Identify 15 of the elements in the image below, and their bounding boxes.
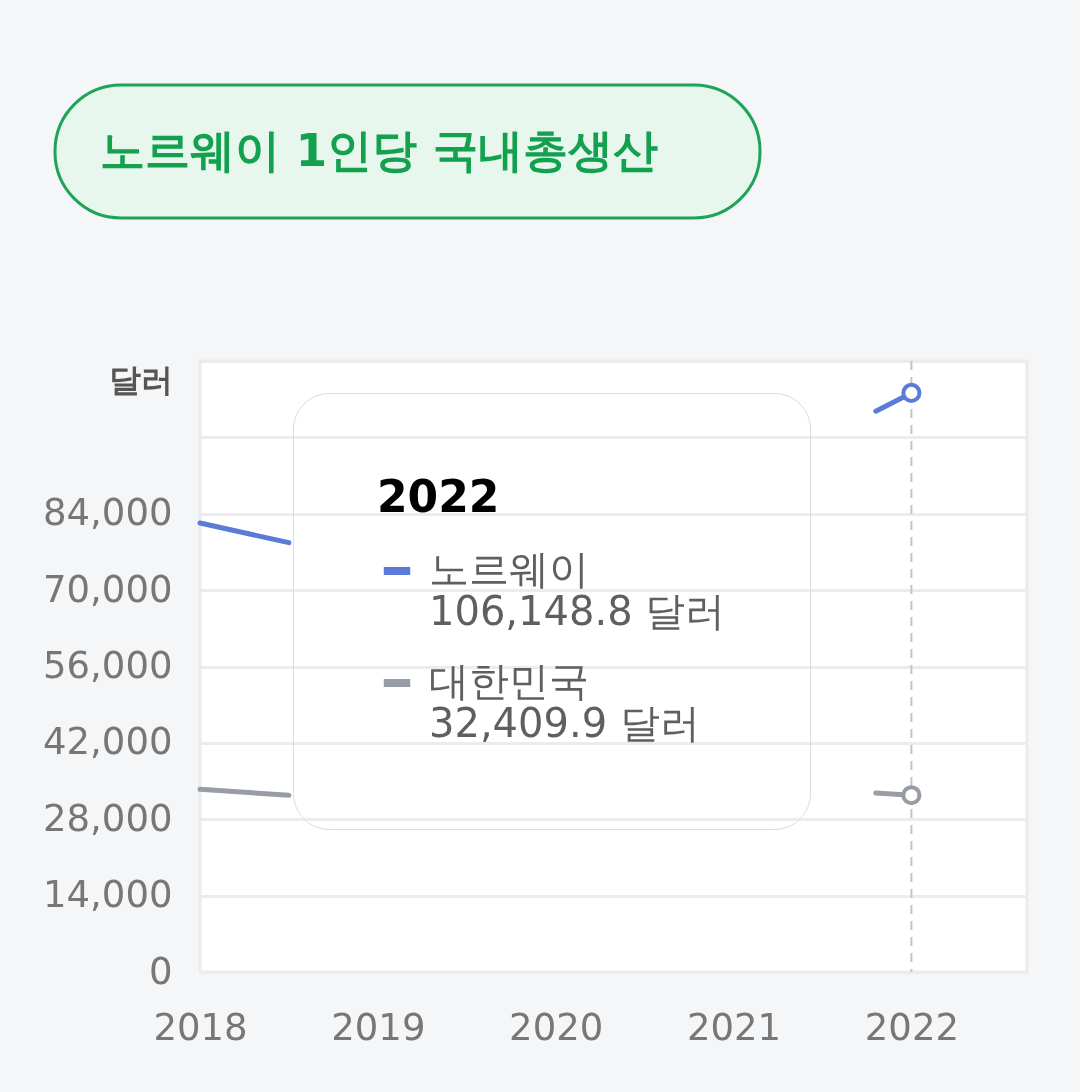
y-tick-label: 84,000 <box>43 491 173 535</box>
y-axis-title: 달러 <box>108 360 173 399</box>
x-tick-label: 2019 <box>331 1005 426 1049</box>
chart-title: 노르웨이 1인당 국내총생산 <box>100 124 658 177</box>
x-tick-label: 2018 <box>153 1005 248 1049</box>
y-tick-label: 0 <box>148 949 173 993</box>
legend-title: 2022 <box>377 471 500 522</box>
y-tick-label: 70,000 <box>43 567 173 611</box>
y-tick-label: 56,000 <box>43 644 173 687</box>
x-tick-label: 2022 <box>864 1005 959 1049</box>
x-tick-label: 2020 <box>509 1005 604 1049</box>
y-tick-label: 42,000 <box>43 720 173 764</box>
y-tick-label: 14,000 <box>43 873 173 917</box>
x-tick-label: 2021 <box>686 1005 782 1049</box>
y-tick-label: 28,000 <box>43 796 173 840</box>
